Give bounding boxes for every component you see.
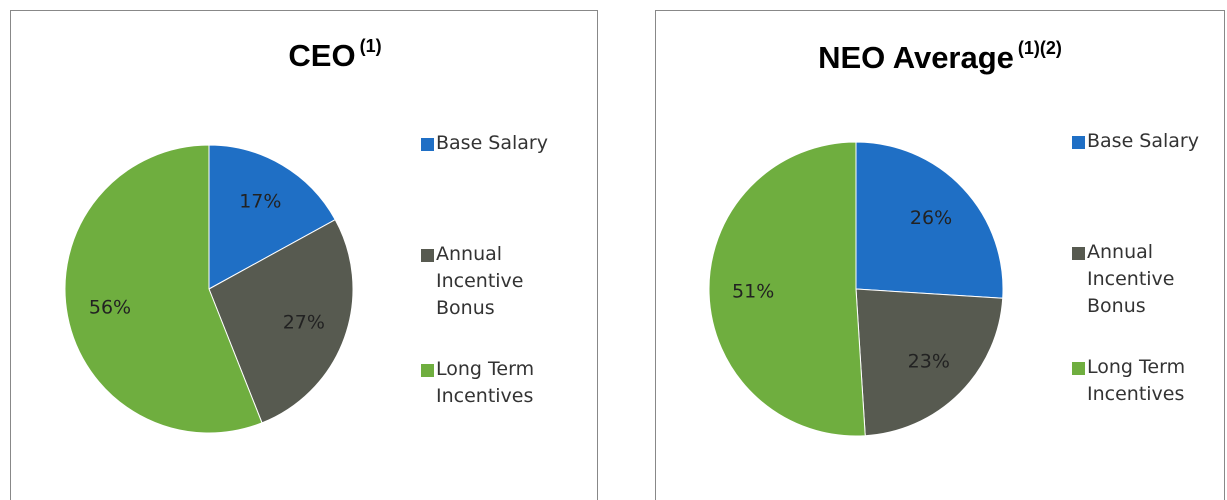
legend-label: Annual Incentive Bonus [436, 243, 524, 319]
slice-label: 23% [908, 350, 950, 372]
title-superscript: (1)(2) [1017, 38, 1062, 58]
slice-label: 26% [910, 207, 952, 229]
legend-label: Long Term Incentives [436, 358, 535, 407]
chart-title: CEO (1) [288, 36, 381, 74]
legend-swatch [421, 249, 434, 262]
legend-label: Long Term Incentives [1087, 356, 1186, 405]
chart-panel [655, 10, 1225, 500]
legend-swatch [421, 364, 434, 377]
title-superscript: (1) [359, 36, 382, 56]
title-text: NEO Average [818, 40, 1014, 75]
pie-slice [855, 288, 1004, 437]
slice-label: 27% [283, 312, 325, 334]
chart-panel [10, 10, 598, 500]
slice-label: 17% [239, 191, 281, 213]
pie-slice [708, 141, 866, 437]
legend-swatch [1072, 136, 1085, 149]
slice-label: 56% [89, 296, 131, 318]
legend-swatch [1072, 247, 1085, 260]
legend-label: Annual Incentive Bonus [1087, 241, 1175, 317]
legend-label: Base Salary [1087, 130, 1199, 152]
title-text: CEO [288, 38, 356, 73]
legend-label: Base Salary [436, 132, 548, 154]
chart-title: NEO Average (1)(2) [818, 38, 1062, 76]
pie-slice [855, 141, 1004, 299]
slice-label: 51% [732, 281, 774, 303]
pie-slice [208, 144, 336, 290]
pie-slice [208, 218, 354, 424]
pie-slice [64, 144, 263, 434]
legend-swatch [1072, 362, 1085, 375]
legend-swatch [421, 138, 434, 151]
